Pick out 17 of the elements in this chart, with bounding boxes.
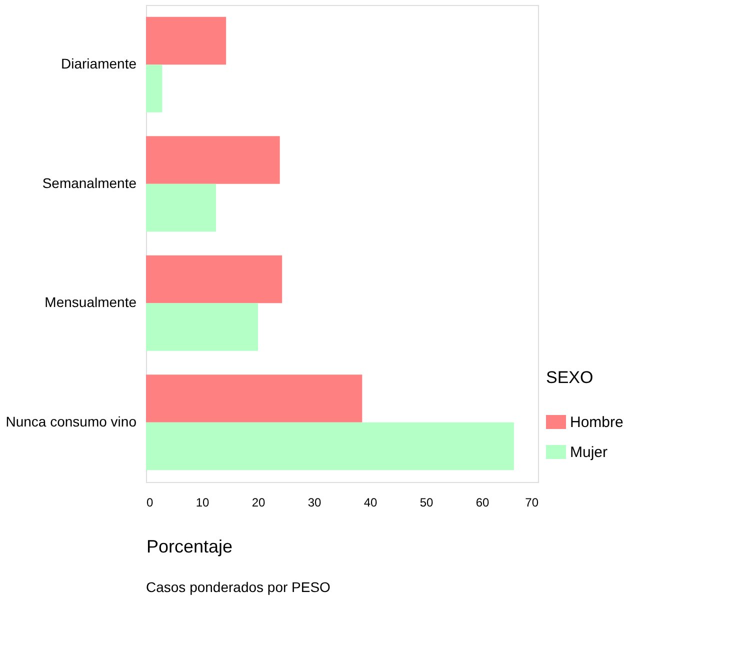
- x-tick-label: 30: [308, 496, 322, 510]
- text: Casos ponderados por PESO: [146, 579, 331, 595]
- y-tick-label: Semanalmente: [42, 174, 137, 191]
- x-tick-label: 20: [252, 496, 266, 510]
- legend-label: Mujer: [570, 444, 608, 461]
- x-tick-label: 40: [364, 496, 378, 510]
- x-tick-label: 50: [420, 496, 434, 510]
- x-tick-label: 0: [146, 496, 154, 510]
- legend-label: Hombre: [570, 414, 624, 431]
- x-tick-label: 10: [196, 496, 210, 510]
- x-tick-label: 60: [476, 496, 490, 510]
- y-tick-label: Diariamente: [61, 56, 137, 72]
- x-axis-title: Porcentaje: [146, 536, 233, 556]
- legend-title: SEXO: [546, 368, 594, 387]
- y-tick-label: Nunca consumo vino: [6, 413, 137, 430]
- x-tick-label: 70: [525, 496, 539, 510]
- y-tick-label: Mensualmente: [44, 294, 137, 310]
